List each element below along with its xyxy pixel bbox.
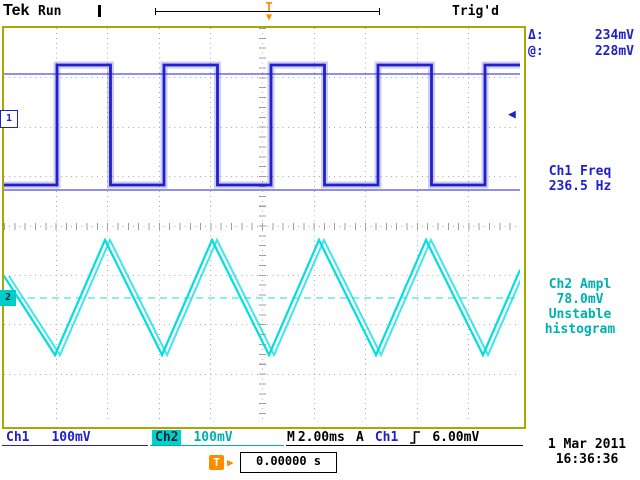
cursor-delta-readout: Δ: 234mV: [528, 28, 634, 43]
trigger-position-label: T: [265, 0, 273, 14]
rising-edge-icon: [410, 431, 421, 444]
ch2-measurement-label: Ch2 Ampl: [548, 277, 612, 292]
ch1-trace: [4, 63, 520, 187]
trigger-time-readout: 0.00000 s: [240, 452, 337, 473]
trigger-position-arrow-icon: ▼: [265, 12, 273, 23]
graticule-grid: [4, 28, 520, 423]
record-view-right-tick: [379, 8, 380, 15]
cursor-at-value: 228mV: [594, 44, 634, 59]
waveform-display: [4, 61, 520, 358]
acquisition-bar-icon: [98, 5, 101, 17]
trigger-time-marker: T: [209, 455, 224, 470]
ch2-scale: 100mV: [193, 430, 233, 445]
ch1-trace-halo: [4, 61, 520, 189]
ch2-label: Ch2: [152, 430, 182, 445]
graticule: [2, 26, 526, 429]
tek-logo: Tek: [3, 2, 30, 19]
date-readout: 1 Mar 2011: [547, 437, 627, 452]
trigger-status: Trig'd: [452, 4, 499, 19]
trigger-settings: A Ch1 6.00mV: [356, 430, 479, 445]
ch1-measurement-label: Ch1 Freq: [548, 164, 612, 179]
ch2-settings: Ch2 100mV: [152, 430, 233, 445]
ch1-scale: 100mV: [51, 430, 91, 445]
trigger-level-arrow-icon: ◀: [508, 107, 516, 122]
cursor-delta-value: 234mV: [594, 28, 634, 43]
ch1-settings: Ch1 100mV: [6, 430, 91, 445]
ch2-trace: [4, 237, 520, 358]
datetime-readout: 1 Mar 2011 16:36:36: [536, 437, 638, 467]
record-view-bracket: [155, 11, 380, 12]
ch1-measurement: Ch1 Freq 236.5 Hz: [522, 164, 638, 194]
timebase-settings: M 2.00ms: [287, 430, 345, 445]
ch1-label: Ch1: [6, 430, 30, 445]
timebase-value: 2.00ms: [297, 430, 345, 445]
ch1-ground-marker: 1: [0, 110, 18, 128]
ch2-measurement-note-2: histogram: [544, 322, 616, 337]
cursor-at-label: @:: [528, 44, 544, 59]
ch1-measurement-value: 236.5 Hz: [548, 179, 612, 194]
cursor-at-readout: @: 228mV: [528, 44, 634, 59]
timebase-label: M: [287, 430, 295, 445]
trigger-source: Ch1: [374, 430, 399, 445]
trigger-level: 6.00mV: [432, 430, 480, 445]
trigger-underline: [286, 445, 523, 446]
ch1-underline: [2, 445, 148, 446]
ch2-ground-marker: 2: [0, 290, 16, 306]
cursor-delta-label: Δ:: [528, 28, 544, 43]
ch2-measurement-note-1: Unstable: [548, 307, 612, 322]
ch2-trace-ghost: [8, 237, 520, 358]
time-readout: 16:36:36: [555, 452, 619, 467]
ch2-measurement: Ch2 Ampl 78.0mV Unstable histogram: [522, 277, 638, 337]
ch2-underline: [150, 445, 284, 446]
ch2-measurement-value: 78.0mV: [556, 292, 604, 307]
record-view-left-tick: [155, 8, 156, 15]
trigger-prefix: A: [356, 430, 364, 445]
acquisition-status: Run: [38, 4, 62, 19]
trigger-time-arrow-icon: ▶: [227, 456, 234, 469]
